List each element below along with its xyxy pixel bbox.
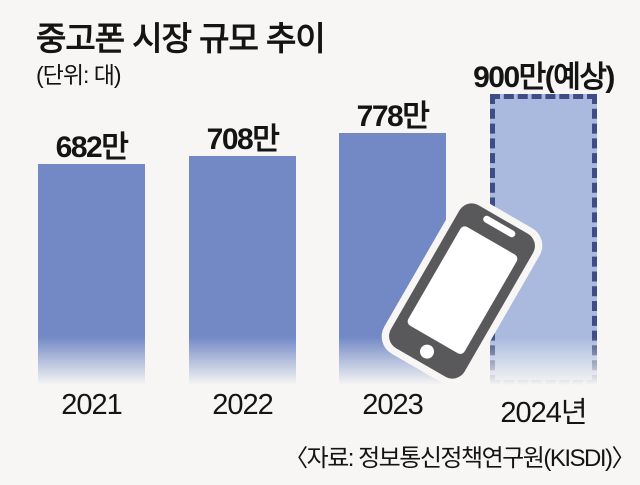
bar-value-label-2022: 708만 bbox=[206, 123, 280, 156]
bar-2021 bbox=[38, 164, 145, 385]
chart-title: 중고폰 시장 규모 추이 bbox=[36, 20, 326, 57]
source-caption: 〈자료: 정보통신정책연구원(KISDI)〉 bbox=[284, 445, 635, 472]
unit-label: (단위: 대) bbox=[36, 62, 122, 88]
bar-2022 bbox=[189, 156, 296, 385]
x-axis-label-2024년: 2024년 bbox=[500, 397, 587, 429]
bar-value-label-2024년: 900만(예상) bbox=[473, 61, 615, 94]
bar-value-label-2021: 682만 bbox=[55, 131, 129, 164]
x-axis-label-2023: 2023 bbox=[362, 389, 424, 421]
x-axis-label-2022: 2022 bbox=[212, 389, 274, 421]
smartphone-icon bbox=[381, 196, 543, 386]
x-axis-label-2021: 2021 bbox=[61, 389, 123, 421]
bar-value-label-2023: 778만 bbox=[356, 100, 430, 133]
